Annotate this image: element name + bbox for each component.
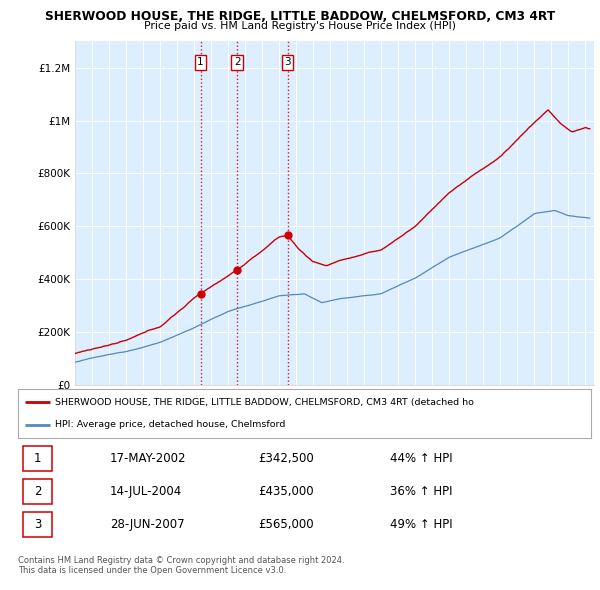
- FancyBboxPatch shape: [23, 512, 52, 537]
- Text: 1: 1: [34, 452, 41, 465]
- Text: 17-MAY-2002: 17-MAY-2002: [110, 452, 186, 465]
- Text: £565,000: £565,000: [259, 518, 314, 531]
- Text: 14-JUL-2004: 14-JUL-2004: [110, 485, 182, 498]
- Text: £342,500: £342,500: [259, 452, 314, 465]
- Text: SHERWOOD HOUSE, THE RIDGE, LITTLE BADDOW, CHELMSFORD, CM3 4RT: SHERWOOD HOUSE, THE RIDGE, LITTLE BADDOW…: [45, 10, 555, 23]
- Text: 1: 1: [197, 57, 204, 67]
- Text: 2: 2: [34, 485, 41, 498]
- FancyBboxPatch shape: [23, 445, 52, 471]
- Text: 3: 3: [284, 57, 291, 67]
- Text: 28-JUN-2007: 28-JUN-2007: [110, 518, 184, 531]
- Text: Price paid vs. HM Land Registry's House Price Index (HPI): Price paid vs. HM Land Registry's House …: [144, 21, 456, 31]
- Text: Contains HM Land Registry data © Crown copyright and database right 2024.: Contains HM Land Registry data © Crown c…: [18, 556, 344, 565]
- Text: 2: 2: [234, 57, 241, 67]
- Text: 3: 3: [34, 518, 41, 531]
- Text: This data is licensed under the Open Government Licence v3.0.: This data is licensed under the Open Gov…: [18, 566, 286, 575]
- Text: SHERWOOD HOUSE, THE RIDGE, LITTLE BADDOW, CHELMSFORD, CM3 4RT (detached ho: SHERWOOD HOUSE, THE RIDGE, LITTLE BADDOW…: [55, 398, 474, 407]
- Text: £435,000: £435,000: [259, 485, 314, 498]
- Text: HPI: Average price, detached house, Chelmsford: HPI: Average price, detached house, Chel…: [55, 420, 286, 429]
- FancyBboxPatch shape: [23, 478, 52, 504]
- Text: 49% ↑ HPI: 49% ↑ HPI: [391, 518, 453, 531]
- Text: 36% ↑ HPI: 36% ↑ HPI: [391, 485, 453, 498]
- Text: 44% ↑ HPI: 44% ↑ HPI: [391, 452, 453, 465]
